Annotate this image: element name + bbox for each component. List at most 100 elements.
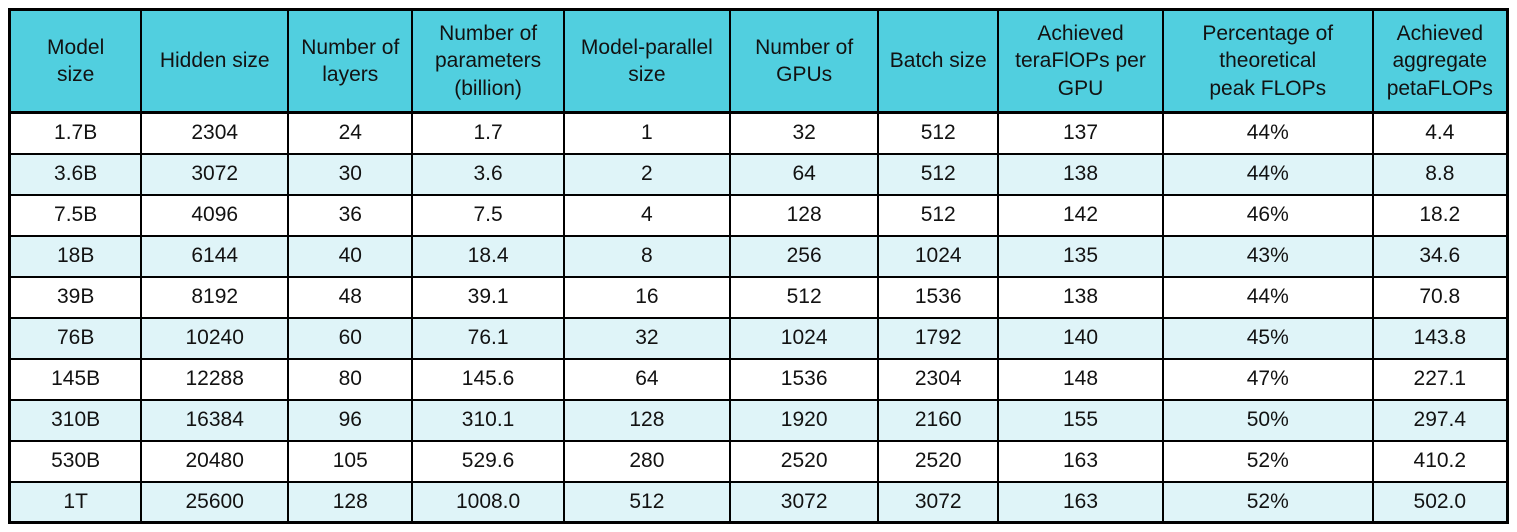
table-cell: 163	[997, 439, 1164, 483]
table-cell: 1920	[728, 398, 880, 442]
table-cell: 25600	[140, 480, 290, 524]
table-cell: 155	[997, 398, 1164, 442]
table-cell: 4	[562, 193, 732, 237]
header-cell: Hidden size	[140, 8, 290, 114]
table-cell: 8	[562, 234, 732, 278]
table-header: Model size Hidden size Number of layers Num…	[8, 8, 1509, 114]
table-cell: 128	[728, 193, 880, 237]
table-cell: 297.4	[1371, 398, 1509, 442]
table-cell: 3072	[728, 480, 880, 524]
table-cell: 4096	[140, 193, 290, 237]
header-cell: Model-parallel size	[562, 8, 732, 114]
table-cell: 24	[287, 111, 414, 155]
table-cell: 52%	[1161, 439, 1374, 483]
table-cell: 20480	[140, 439, 290, 483]
table-cell: 410.2	[1371, 439, 1509, 483]
table-cell: 1.7B	[8, 111, 143, 155]
header-cell: Achieved teraFlOPs per GPU	[997, 8, 1164, 114]
table-cell: 39B	[8, 275, 143, 319]
table-cell: 47%	[1161, 357, 1374, 401]
table-cell: 30	[287, 152, 414, 196]
table-cell: 34.6	[1371, 234, 1509, 278]
table-row: 1.7B 2304 24 1.7 1 32 512 137 44% 4.4	[8, 111, 1509, 155]
table-cell: 138	[997, 152, 1164, 196]
table-row: 145B 12288 80 145.6 64 1536 2304 148 47% 227.1	[8, 357, 1509, 401]
table-cell: 48	[287, 275, 414, 319]
table-cell: 2	[562, 152, 732, 196]
table-cell: 256	[728, 234, 880, 278]
table-cell: 96	[287, 398, 414, 442]
table-cell: 39.1	[411, 275, 565, 319]
table-cell: 32	[562, 316, 732, 360]
table-cell: 2304	[140, 111, 290, 155]
table-cell: 128	[287, 480, 414, 524]
header-cell: Batch size	[877, 8, 1000, 114]
table-cell: 3072	[140, 152, 290, 196]
table-cell: 10240	[140, 316, 290, 360]
table-row: 530B 20480 105 529.6 280 2520 2520 163 52% 410.2	[8, 439, 1509, 483]
table-row: 310B 16384 96 310.1 128 1920 2160 155 50% 297.4	[8, 398, 1509, 442]
table-cell: 32	[728, 111, 880, 155]
table-cell: 1792	[877, 316, 1000, 360]
table-cell: 143.8	[1371, 316, 1509, 360]
table-cell: 4.4	[1371, 111, 1509, 155]
table-cell: 12288	[140, 357, 290, 401]
table-cell: 512	[877, 193, 1000, 237]
table-cell: 140	[997, 316, 1164, 360]
table-cell: 16384	[140, 398, 290, 442]
model-scaling-table: Model size Hidden size Number of layers Num…	[8, 8, 1509, 524]
table-cell: 45%	[1161, 316, 1374, 360]
table-cell: 52%	[1161, 480, 1374, 524]
header-cell: Number of parameters (billion)	[411, 8, 565, 114]
table-cell: 1008.0	[411, 480, 565, 524]
table-cell: 60	[287, 316, 414, 360]
table-cell: 1	[562, 111, 732, 155]
header-cell: Number of GPUs	[728, 8, 880, 114]
table-cell: 529.6	[411, 439, 565, 483]
table-cell: 40	[287, 234, 414, 278]
table-cell: 36	[287, 193, 414, 237]
table-cell: 6144	[140, 234, 290, 278]
table-cell: 3072	[877, 480, 1000, 524]
table-cell: 1T	[8, 480, 143, 524]
table-cell: 64	[728, 152, 880, 196]
table-cell: 76.1	[411, 316, 565, 360]
table-cell: 1024	[728, 316, 880, 360]
table-cell: 138	[997, 275, 1164, 319]
table-cell: 135	[997, 234, 1164, 278]
header-cell: Number of layers	[287, 8, 414, 114]
table-row: 1T 25600 128 1008.0 512 3072 3072 163 52% 502.0	[8, 480, 1509, 524]
table-cell: 3.6B	[8, 152, 143, 196]
table-cell: 502.0	[1371, 480, 1509, 524]
table-cell: 310.1	[411, 398, 565, 442]
table-row: 76B 10240 60 76.1 32 1024 1792 140 45% 143.8	[8, 316, 1509, 360]
table-cell: 3.6	[411, 152, 565, 196]
table-cell: 1.7	[411, 111, 565, 155]
table-cell: 2160	[877, 398, 1000, 442]
table-body: 1.7B 2304 24 1.7 1 32 512 137 44% 4.4 3.6B 3072 30 3.…	[8, 111, 1509, 524]
table-row: 7.5B 4096 36 7.5 4 128 512 142 46% 18.2	[8, 193, 1509, 237]
table-cell: 310B	[8, 398, 143, 442]
table-cell: 8192	[140, 275, 290, 319]
table-cell: 1536	[728, 357, 880, 401]
table-cell: 8.8	[1371, 152, 1509, 196]
table-cell: 44%	[1161, 275, 1374, 319]
table-cell: 530B	[8, 439, 143, 483]
table-cell: 2520	[728, 439, 880, 483]
table-cell: 137	[997, 111, 1164, 155]
table-cell: 1024	[877, 234, 1000, 278]
table-cell: 145.6	[411, 357, 565, 401]
header-cell: Model size	[8, 8, 143, 114]
table-cell: 105	[287, 439, 414, 483]
table-cell: 142	[997, 193, 1164, 237]
header-row: Model size Hidden size Number of layers Num…	[8, 8, 1509, 114]
table-cell: 16	[562, 275, 732, 319]
table-cell: 145B	[8, 357, 143, 401]
table-cell: 44%	[1161, 111, 1374, 155]
table-cell: 18.2	[1371, 193, 1509, 237]
table-cell: 128	[562, 398, 732, 442]
table-cell: 70.8	[1371, 275, 1509, 319]
table-cell: 512	[877, 111, 1000, 155]
table-cell: 2520	[877, 439, 1000, 483]
table-row: 39B 8192 48 39.1 16 512 1536 138 44% 70.8	[8, 275, 1509, 319]
